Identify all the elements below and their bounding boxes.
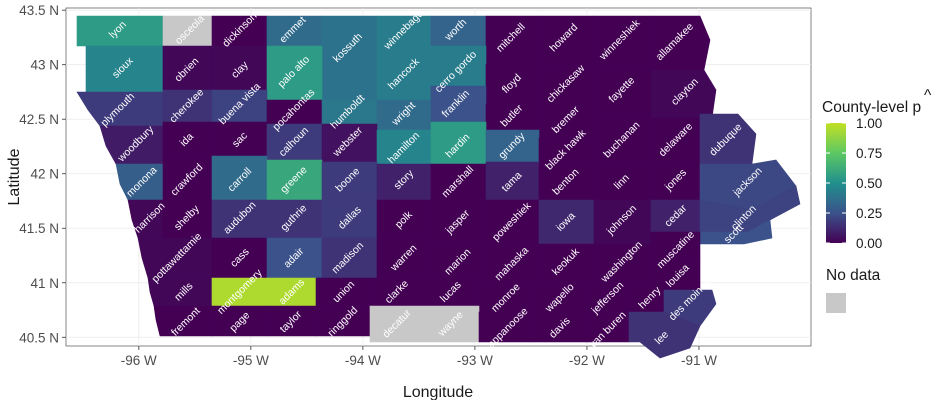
x-tick-label: -94 W [345, 353, 381, 368]
legend-colorbar [826, 123, 846, 243]
legend-tick-label: 0.75 [856, 146, 882, 161]
county-kossuth [321, 15, 378, 101]
county-lee [628, 311, 701, 359]
y-tick-label: 41 N [30, 276, 59, 291]
legend-tick-label: 0.50 [856, 176, 882, 191]
x-tick-label: -95 W [233, 353, 269, 368]
county-dubuque [699, 113, 757, 165]
x-tick-label: -92 W [569, 353, 605, 368]
y-tick-label: 43.5 N [19, 3, 59, 18]
y-tick-label: 42.5 N [19, 112, 59, 127]
legend-tick-label: 0.25 [856, 206, 882, 221]
legend-title-hat: ^ [924, 87, 932, 104]
legend-tick-label: 0.00 [856, 236, 882, 251]
y-tick-label: 41.5 N [19, 221, 59, 236]
x-tick-label: -93 W [457, 353, 493, 368]
y-tick-label: 40.5 N [19, 330, 59, 345]
legend: County-level p ^ 1.00 0.75 0.50 0.25 0.00 No… [822, 87, 932, 313]
no-data-title: No data [826, 267, 881, 284]
x-tick-label: -91 W [681, 353, 717, 368]
y-tick-label: 42 N [30, 167, 59, 182]
legend-tick-label: 1.00 [856, 116, 882, 131]
y-tick-label: 43 N [30, 58, 59, 73]
county-fremont [153, 305, 213, 337]
axes: -96 W -95 W -94 W -93 W -92 W -91 W 43.5 N 43 N… [19, 3, 717, 368]
legend-ticks: 1.00 0.75 0.50 0.25 0.00 [826, 116, 882, 251]
legend-title-text: County-level [822, 99, 912, 116]
legend-title: County-level p [822, 99, 921, 116]
x-axis-title: Longitude [403, 384, 473, 400]
legend-title-symbol: p [912, 99, 921, 116]
county-clayton [650, 69, 717, 119]
y-axis-title: Latitude [6, 148, 23, 205]
x-tick-label: -96 W [121, 353, 157, 368]
county-polygons [76, 15, 801, 359]
no-data-swatch [826, 293, 846, 313]
county-allamakee [650, 15, 711, 71]
